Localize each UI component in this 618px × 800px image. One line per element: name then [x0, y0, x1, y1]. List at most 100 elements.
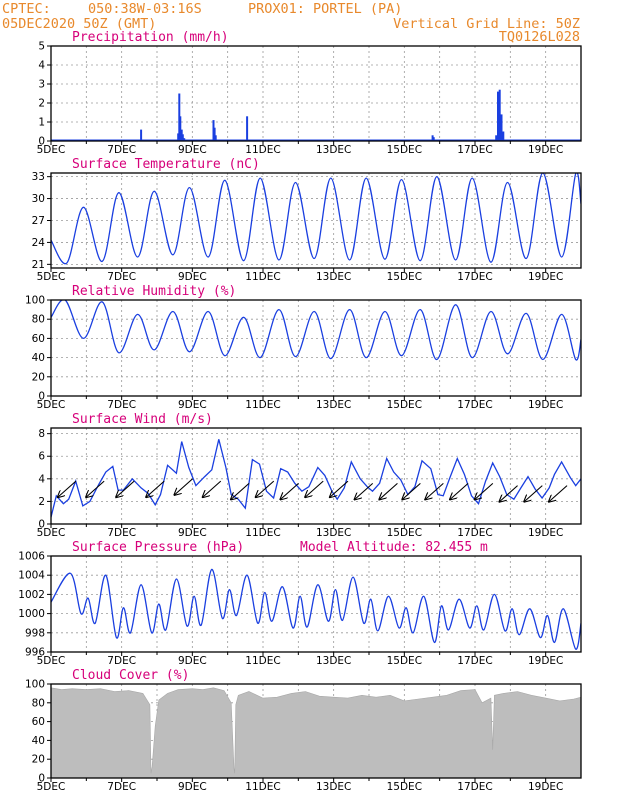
pressure-annotation: Model Altitude: 82.455 m [300, 540, 488, 555]
wind-arrow [256, 480, 275, 497]
pressure-title: Surface Pressure (hPa) [72, 540, 244, 555]
pressure-xtick-label: 11DEC [245, 655, 280, 667]
precip-bar [179, 116, 182, 141]
temp-ytick-label: 21 [32, 259, 45, 271]
wind-arrow [203, 480, 222, 497]
wind-ytick-label: 2 [38, 496, 45, 508]
panel-rh: 0 20 40 60 80 100 5DEC 7DEC 9DEC 11DEC 13DEC 15DEC 1… [25, 284, 582, 411]
wind-arrow [402, 482, 421, 499]
precip-bar [213, 127, 216, 141]
cloud-title: Cloud Cover (%) [72, 668, 189, 683]
precip-bar [500, 114, 503, 141]
wind-arrow [305, 480, 324, 497]
wind-arrow [379, 482, 398, 499]
wind-arrow [116, 480, 135, 497]
header-location: 050:38W-03:16S [88, 1, 202, 17]
precip-title: Precipitation (mm/h) [72, 30, 229, 45]
precip-bar [214, 135, 217, 141]
cloud-xtick-label: 13DEC [316, 781, 351, 793]
temp-ytick-label: 27 [32, 215, 45, 227]
panel-precip: 0 1 2 3 4 5 5DEC 7DEC 9DEC 11DEC 13DEC 15DEC 17DEC 19… [37, 30, 582, 156]
cloud-ytick-label: 80 [32, 697, 45, 709]
cloud-cover-area [51, 687, 581, 778]
rh-xtick-label: 13DEC [316, 399, 351, 411]
pressure-plot-area [51, 568, 581, 650]
cloud-ytick-label: 0 [38, 773, 45, 785]
header-grid-note: Vertical Grid Line: 50Z [393, 16, 580, 32]
precip-xtick-label: 19DEC [528, 144, 563, 156]
wind-xtick-label: 19DEC [528, 527, 563, 539]
rh-plot-area [51, 300, 581, 361]
wind-arrow [175, 478, 193, 495]
precip-ytick-label: 2 [38, 98, 45, 110]
precip-ytick-label: 1 [38, 117, 45, 129]
rh-xtick-label: 15DEC [387, 399, 422, 411]
rh-ytick-label: 0 [38, 391, 45, 403]
wind-ytick-label: 8 [38, 428, 45, 440]
temp-ytick-label: 24 [32, 237, 46, 249]
wind-arrow [146, 480, 165, 497]
precip-bar [181, 134, 184, 141]
precip-xtick-label: 11DEC [245, 144, 280, 156]
cloud-xtick-label: 11DEC [245, 781, 280, 793]
wind-arrow [549, 485, 568, 502]
wind-arrow [355, 482, 374, 499]
wind-arrow [86, 480, 105, 497]
cloud-ytick-label: 20 [32, 754, 45, 766]
precip-frame [50, 45, 582, 142]
cloud-xtick-label: 5DEC [37, 781, 66, 793]
wind-ytick-label: 4 [38, 473, 45, 485]
wind-arrow [450, 482, 469, 499]
cloud-xtick-label: 7DEC [107, 781, 136, 793]
header-station: PROX01: PORTEL (PA) [248, 1, 402, 17]
precip-bar [498, 89, 501, 141]
wind-arrow [281, 482, 299, 499]
temp-ytick-label: 30 [32, 193, 45, 205]
wind-xtick-label: 17DEC [457, 527, 492, 539]
precip-bar [495, 135, 498, 141]
cloud-xtick-label: 19DEC [528, 781, 563, 793]
wind-xtick-label: 7DEC [107, 527, 136, 539]
temp-title: Surface Temperature (nC) [72, 157, 260, 172]
cloud-xtick-label: 15DEC [387, 781, 422, 793]
precip-xtick-label: 5DEC [37, 144, 66, 156]
wind-arrow [475, 482, 494, 499]
precip-ytick-label: 4 [38, 60, 45, 72]
precip-bar [502, 131, 505, 141]
pressure-ytick-label: 1000 [18, 608, 45, 620]
precip-bar [497, 91, 499, 141]
cloud-xtick-label: 17DEC [457, 781, 492, 793]
precip-bar [140, 129, 143, 141]
temp-xtick-label: 11DEC [245, 271, 280, 283]
cloud-frame [50, 683, 582, 779]
rh-ytick-label: 40 [32, 352, 45, 364]
wind-xtick-label: 5DEC [37, 527, 66, 539]
pressure-frame [50, 555, 582, 653]
wind-arrow [425, 482, 444, 499]
rh-xtick-label: 19DEC [528, 399, 563, 411]
precip-ytick-label: 3 [38, 79, 45, 91]
pressure-xtick-label: 13DEC [316, 655, 351, 667]
rh-ytick-label: 100 [25, 295, 45, 307]
precip-xtick-label: 15DEC [387, 144, 422, 156]
precip-ytick-label: 5 [38, 41, 45, 53]
wind-arrow [58, 480, 77, 497]
panel-temp: 21 24 27 30 33 5DEC 7DEC 9DEC 11DEC 13DEC 15DEC 17D… [32, 157, 582, 283]
header-date: 05DEC2020 50Z (GMT) [2, 16, 156, 32]
pressure-ytick-label: 1006 [18, 551, 45, 563]
header-model-code: TQ0126L028 [499, 29, 580, 45]
cloud-ytick-label: 40 [32, 735, 45, 747]
pressure-ytick-label: 996 [25, 647, 45, 659]
pressure-xtick-label: 9DEC [178, 655, 207, 667]
pressure-ytick-label: 1004 [18, 570, 45, 582]
wind-title: Surface Wind (m/s) [72, 412, 213, 427]
temp-xtick-label: 15DEC [387, 271, 422, 283]
wind-line [51, 439, 581, 518]
rh-xtick-label: 9DEC [178, 399, 207, 411]
panel-wind: 0 2 4 6 8 5DEC 7DEC 9DEC 11DEC 13DEC 15DEC 17DEC 19D… [37, 412, 582, 539]
temp-xtick-label: 9DEC [178, 271, 207, 283]
cloud-ytick-label: 100 [25, 679, 45, 691]
precip-bar [432, 137, 435, 141]
